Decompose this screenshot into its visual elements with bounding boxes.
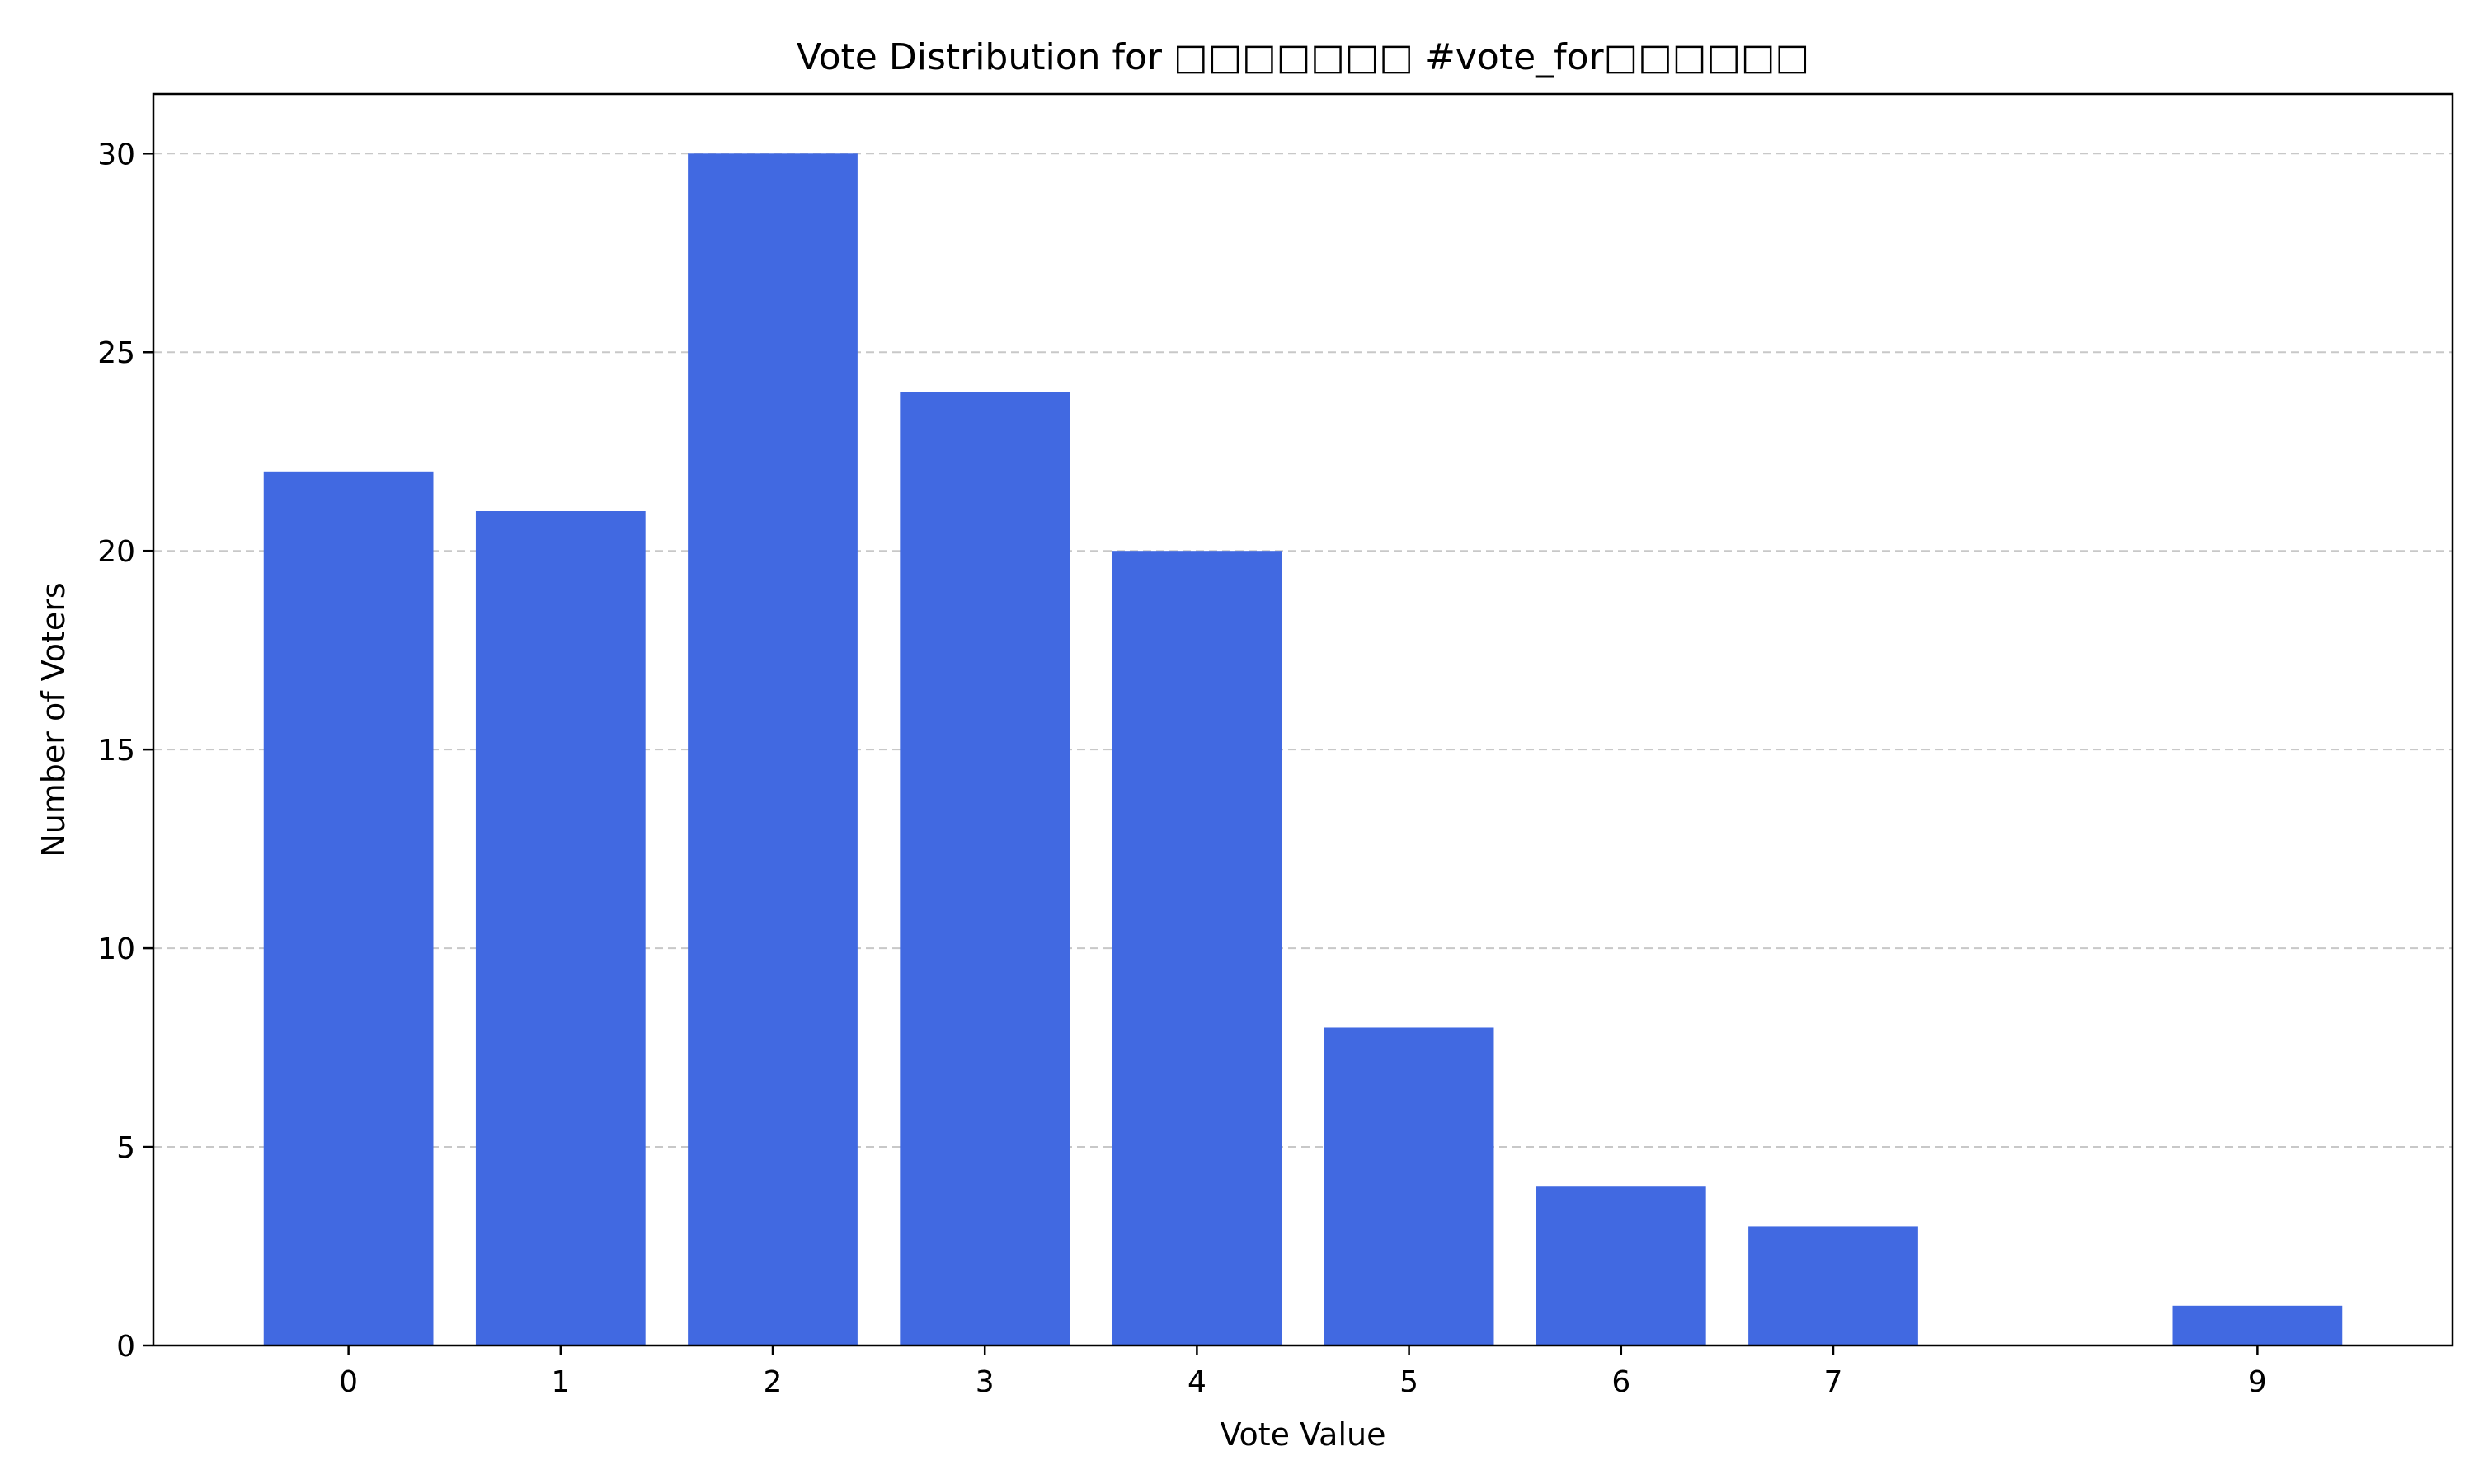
bar-vote-9 [2172,1305,2343,1345]
bar-vote-6 [1536,1186,1706,1345]
bar-vote-2 [688,153,858,1345]
x-tick-label: 9 [2248,1365,2267,1399]
x-tick-label: 0 [339,1365,358,1399]
y-tick-label: 10 [97,932,135,966]
bar-vote-0 [263,471,434,1345]
bar-vote-3 [900,392,1070,1345]
y-tick-label: 20 [97,535,135,569]
x-axis-ticks: 0 1 2 3 4 5 6 7 9 [339,1345,2267,1399]
bar-vote-5 [1324,1027,1494,1345]
y-tick-label: 5 [116,1131,135,1165]
y-tick-label: 25 [97,336,135,370]
bar-vote-4 [1112,551,1282,1345]
x-tick-label: 5 [1399,1365,1418,1399]
plot-frame [152,92,2454,1347]
bar-vote-7 [1748,1226,1918,1345]
bar-vote-1 [475,511,646,1345]
bars [263,153,2343,1345]
x-tick-label: 6 [1611,1365,1630,1399]
x-tick-label: 7 [1824,1365,1843,1399]
x-tick-label: 1 [551,1365,570,1399]
x-tick-label: 4 [1188,1365,1206,1399]
chart-title: Vote Distribution for □□□□□□□ #vote_for□… [797,36,1809,78]
y-tick-label: 15 [97,734,135,768]
y-axis-ticks: 0 5 10 15 20 25 30 [97,138,153,1364]
x-tick-label: 3 [976,1365,995,1399]
x-tick-label: 2 [764,1365,783,1399]
x-axis-label: Vote Value [1220,1416,1385,1453]
y-tick-label: 0 [116,1330,135,1364]
y-tick-label: 30 [97,138,135,171]
y-axis-label: Number of Voters [35,582,72,857]
